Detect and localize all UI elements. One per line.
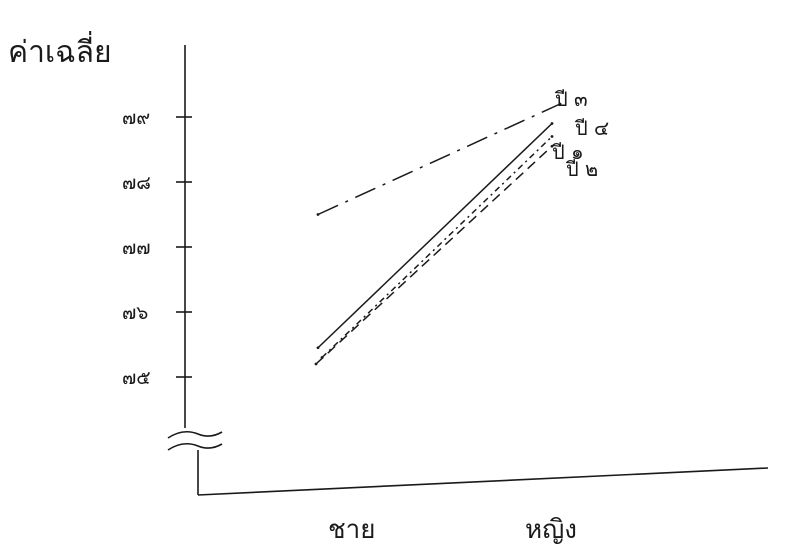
axis-break-mark bbox=[167, 430, 223, 451]
data-point bbox=[316, 213, 320, 216]
data-point bbox=[558, 102, 562, 106]
y-tick-label: ๗๗ bbox=[122, 237, 151, 259]
data-point bbox=[550, 122, 554, 125]
series-lines bbox=[314, 102, 562, 366]
series-label: ปี ๓ bbox=[555, 87, 588, 111]
data-point bbox=[314, 362, 318, 366]
series-line bbox=[315, 145, 553, 365]
y-tick-label: ๗๖ bbox=[122, 302, 148, 324]
y-tick-label: ๗๕ bbox=[122, 367, 151, 389]
series-line bbox=[317, 122, 553, 349]
data-point bbox=[550, 144, 554, 148]
series-label: ปี ๒ bbox=[566, 157, 599, 181]
x-tick-labels: ชาย หญิง bbox=[328, 515, 577, 545]
x-axis bbox=[197, 467, 769, 496]
x-tick-label: หญิง bbox=[525, 515, 577, 545]
y-axis-label: ค่าเฉลี่ย bbox=[8, 31, 112, 70]
data-point bbox=[550, 135, 554, 138]
series-line bbox=[321, 135, 553, 359]
y-tick-label: ๗๙ bbox=[122, 107, 150, 129]
series-line bbox=[317, 103, 561, 216]
data-point bbox=[316, 346, 320, 350]
series-labels: ปี ๑ปี ๒ ปี ๓ปี ๔ bbox=[552, 87, 609, 181]
y-ticks: ๗๕ ๗๖ ๗๗ ๗๘ ๗๙ bbox=[122, 107, 192, 389]
series-label: ปี ๑ bbox=[552, 140, 584, 164]
x-tick-label: ชาย bbox=[328, 515, 375, 545]
y-tick-label: ๗๘ bbox=[122, 172, 151, 194]
data-point bbox=[320, 356, 324, 359]
series-label: ปี ๔ bbox=[575, 116, 609, 140]
